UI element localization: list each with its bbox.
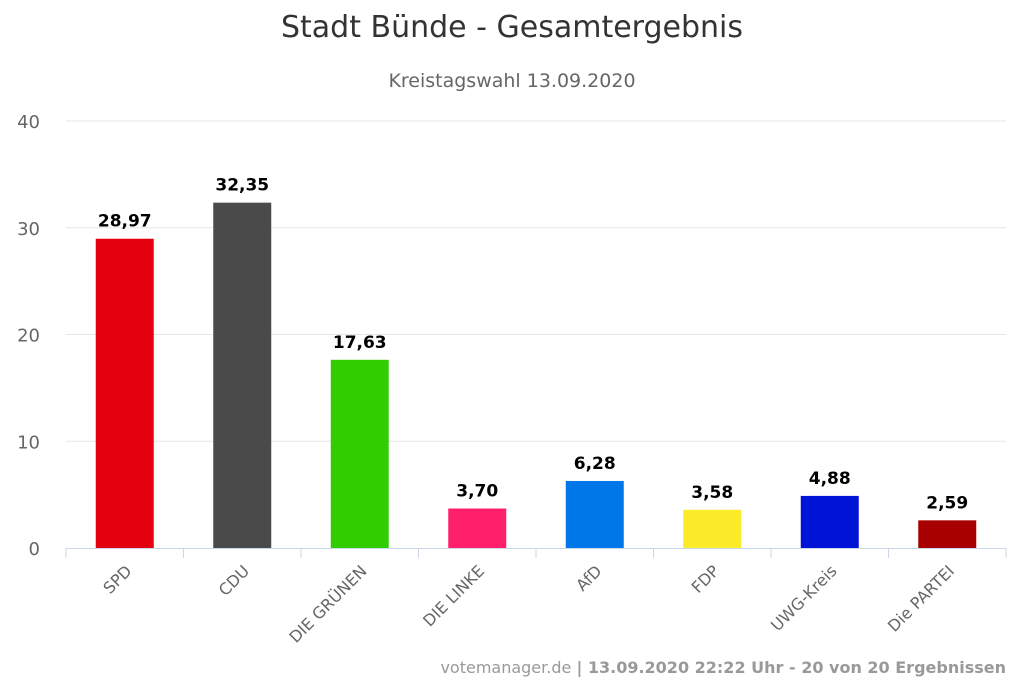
x-tick-label: Die PARTEI	[884, 561, 958, 635]
bar	[565, 480, 624, 548]
x-tick-label: DIE LINKE	[419, 561, 488, 630]
y-tick-label: 0	[29, 539, 40, 560]
bar	[95, 238, 154, 549]
x-tick-label: CDU	[215, 561, 253, 599]
data-label: 32,35	[215, 176, 269, 196]
bar	[448, 508, 507, 548]
bar	[683, 509, 742, 548]
data-label: 2,59	[926, 493, 968, 513]
y-tick-label: 40	[17, 112, 40, 133]
data-label: 3,58	[691, 483, 733, 503]
x-tick-label: SPD	[99, 561, 135, 597]
data-label: 4,88	[809, 469, 851, 489]
x-tick-label: DIE GRÜNEN	[285, 561, 370, 646]
data-label: 3,70	[456, 482, 498, 502]
y-tick-label: 20	[17, 326, 40, 347]
footer-credits: votemanager.de | 13.09.2020 22:22 Uhr - …	[440, 658, 1006, 677]
footer-info: | 13.09.2020 22:22 Uhr - 20 von 20 Ergeb…	[576, 658, 1006, 677]
y-tick-label: 10	[17, 432, 40, 453]
chart-subtitle: Kreistagswahl 13.09.2020	[388, 70, 636, 92]
bar	[330, 359, 389, 548]
x-tick-label: AfD	[572, 561, 605, 594]
bar	[800, 495, 859, 548]
x-tick-label: UWG-Kreis	[767, 561, 841, 635]
bar	[213, 202, 272, 548]
x-tick-label: FDP	[688, 561, 724, 597]
data-label: 6,28	[574, 454, 616, 474]
data-label: 17,63	[333, 333, 387, 353]
data-label: 28,97	[98, 212, 152, 232]
y-tick-label: 30	[17, 219, 40, 240]
footer-source[interactable]: votemanager.de	[440, 658, 572, 677]
bar	[918, 520, 977, 548]
chart-title: Stadt Bünde - Gesamtergebnis	[280, 10, 744, 45]
